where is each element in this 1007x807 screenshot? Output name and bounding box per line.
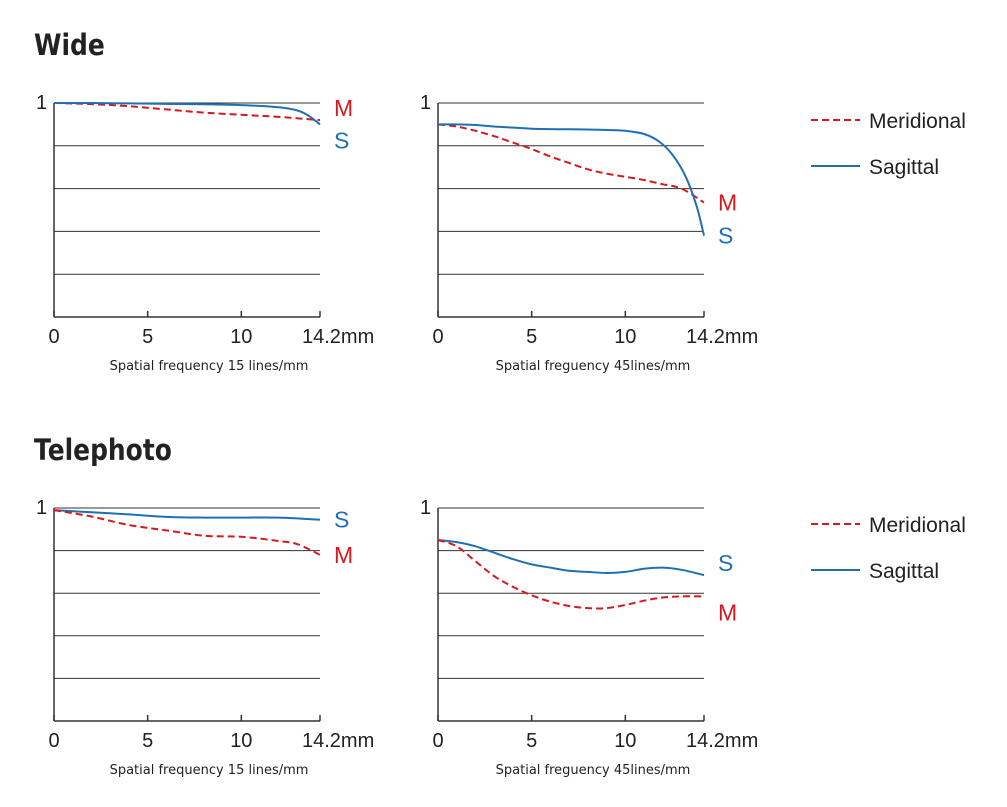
series-end-label: S [334,507,349,533]
x-tick-label: 14.2mm [302,326,374,348]
sagittal-series-line [437,539,705,577]
y-tick-label: 1 [36,92,47,114]
meridional-series-line [53,102,321,122]
series-end-label: M [334,95,353,121]
sagittal-series-line [437,123,705,236]
x-tick-label: 10 [614,730,636,752]
section-title-telephoto: Telephoto [34,433,172,467]
x-tick-label: 5 [142,730,153,752]
series-end-label: S [718,550,733,576]
meridional-series-line [437,123,705,204]
sagittal-legend-label: Sagittal [869,156,939,179]
sagittal-legend-label: Sagittal [869,560,939,583]
series-end-label: M [718,190,737,216]
meridional-series-line [437,539,705,610]
x-tick-label: 0 [432,730,443,752]
x-tick-label: 5 [142,326,153,348]
meridional-legend-label: Meridional [869,514,966,537]
x-tick-label: 0 [432,326,443,348]
section-title-wide: Wide [34,28,105,62]
x-tick-label: 10 [614,326,636,348]
x-axis-caption: Spatial frequency 15 lines/mm [110,763,309,778]
meridional-series-line [53,509,321,556]
meridional-legend-label: Meridional [869,110,966,133]
x-tick-label: 10 [230,326,252,348]
series-end-label: M [334,542,353,568]
x-tick-label: 5 [526,326,537,348]
x-tick-label: 0 [48,730,59,752]
x-axis-caption: Spatial frequency 15 lines/mm [110,359,309,374]
y-tick-label: 1 [36,497,47,519]
series-end-label: M [718,599,737,625]
x-tick-label: 14.2mm [686,730,758,752]
x-axis-caption: Spatial freguency 45lines/mm [496,763,691,778]
x-tick-label: 5 [526,730,537,752]
y-tick-label: 1 [420,92,431,114]
sagittal-series-line [53,101,321,126]
sagittal-series-line [53,509,321,521]
x-tick-label: 14.2mm [686,326,758,348]
series-end-label: S [718,223,733,249]
x-tick-label: 14.2mm [302,730,374,752]
series-end-label: S [334,127,349,153]
x-tick-label: 10 [230,730,252,752]
x-axis-caption: Spatial freguency 45lines/mm [496,359,691,374]
y-tick-label: 1 [420,497,431,519]
x-tick-label: 0 [48,326,59,348]
